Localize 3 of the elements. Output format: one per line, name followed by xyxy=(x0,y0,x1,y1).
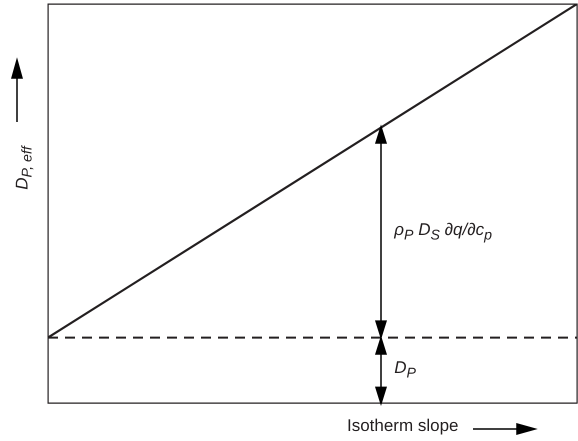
annotation: ρ$_{P}$ D$_{S}$ ∂q/∂c$_{p}$ xyxy=(394,220,492,244)
x-axis-title: Isotherm slope xyxy=(347,416,458,436)
annotation: D$_{P}$ xyxy=(394,358,416,382)
